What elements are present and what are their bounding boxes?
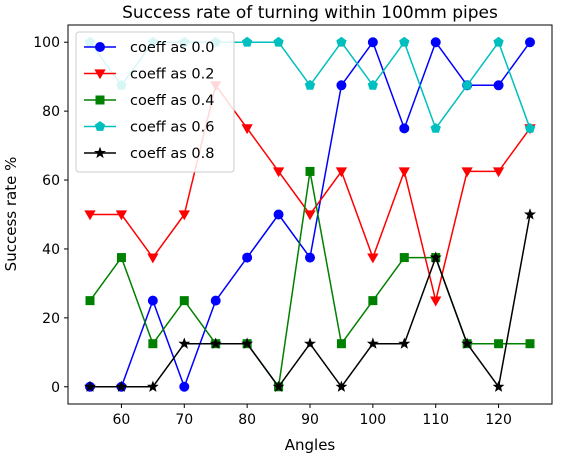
series-line bbox=[89, 170, 530, 388]
data-point bbox=[178, 337, 191, 349]
legend-label: coeff as 0.0 bbox=[130, 40, 214, 56]
data-point bbox=[85, 296, 95, 306]
y-tick-label: 20 bbox=[42, 311, 60, 327]
data-point bbox=[304, 210, 316, 221]
data-point bbox=[492, 167, 505, 178]
legend-entry: coeff as 0.6 bbox=[84, 120, 214, 136]
data-point bbox=[115, 210, 128, 221]
data-point bbox=[398, 167, 410, 178]
x-tick-label: 90 bbox=[301, 412, 319, 428]
series-4 bbox=[84, 208, 537, 392]
data-point bbox=[524, 122, 536, 133]
data-point bbox=[399, 36, 410, 47]
x-tick-label: 110 bbox=[422, 412, 449, 428]
data-point bbox=[366, 337, 379, 349]
data-point bbox=[273, 209, 284, 220]
legend-entry: coeff as 0.4 bbox=[84, 93, 214, 109]
x-tick-label: 60 bbox=[113, 412, 131, 428]
x-tick-label: 70 bbox=[175, 412, 193, 428]
data-point bbox=[367, 253, 379, 264]
legend-marker bbox=[93, 146, 107, 159]
data-point bbox=[84, 210, 96, 221]
legend-marker bbox=[95, 95, 105, 105]
data-point bbox=[525, 37, 535, 48]
data-point bbox=[399, 123, 410, 134]
data-point bbox=[179, 381, 190, 392]
data-point bbox=[84, 380, 96, 392]
data-point bbox=[209, 337, 222, 349]
legend-marker bbox=[94, 69, 106, 80]
data-point bbox=[336, 36, 347, 47]
legend-label: coeff as 0.2 bbox=[130, 67, 214, 83]
data-point bbox=[336, 339, 346, 349]
data-point bbox=[525, 339, 535, 349]
data-point bbox=[304, 79, 316, 90]
x-tick-label: 100 bbox=[359, 412, 386, 428]
data-point bbox=[178, 210, 190, 221]
data-point bbox=[305, 166, 315, 176]
data-point bbox=[493, 80, 504, 91]
y-axis-label: Success rate % bbox=[2, 157, 20, 272]
data-point bbox=[147, 253, 159, 264]
data-point bbox=[147, 295, 158, 306]
data-point bbox=[398, 337, 411, 349]
legend-marker bbox=[95, 42, 105, 52]
legend-marker bbox=[94, 121, 106, 131]
x-tick-label: 120 bbox=[485, 412, 512, 428]
data-point bbox=[335, 167, 348, 178]
data-point bbox=[148, 339, 158, 349]
data-point bbox=[493, 36, 504, 47]
data-point bbox=[523, 208, 537, 220]
legend-box bbox=[75, 31, 235, 173]
data-point bbox=[272, 167, 285, 178]
data-point bbox=[430, 122, 441, 133]
series-2 bbox=[85, 166, 535, 392]
data-point bbox=[461, 337, 474, 349]
data-point bbox=[241, 124, 253, 135]
x-axis: 60 70 80 90 100 110 120 bbox=[113, 404, 512, 428]
data-point bbox=[272, 380, 285, 392]
data-point bbox=[335, 380, 348, 392]
data-point bbox=[429, 251, 442, 263]
data-point bbox=[430, 37, 441, 48]
data-point bbox=[492, 380, 505, 392]
data-point bbox=[336, 80, 347, 91]
chart-title: Success rate of turning within 100mm pip… bbox=[122, 3, 498, 23]
data-point bbox=[368, 296, 378, 306]
data-point bbox=[367, 37, 378, 48]
legend-label: coeff as 0.6 bbox=[130, 120, 214, 136]
legend-entry: coeff as 0.0 bbox=[84, 40, 214, 56]
data-point bbox=[210, 295, 221, 306]
data-point bbox=[303, 337, 317, 349]
data-point bbox=[399, 253, 409, 263]
y-axis: 0 20 40 60 80 100 bbox=[33, 35, 68, 396]
legend-entry: coeff as 0.2 bbox=[84, 67, 214, 83]
y-tick-label: 40 bbox=[42, 242, 60, 258]
data-point bbox=[462, 79, 473, 90]
legend: coeff as 0.0 coeff as 0.2 coeff as 0.4 coef… bbox=[75, 31, 235, 173]
data-point bbox=[241, 337, 254, 349]
x-axis-label: Angles bbox=[285, 436, 336, 454]
legend-entry: coeff as 0.8 bbox=[84, 146, 214, 162]
y-tick-label: 0 bbox=[51, 380, 60, 396]
legend-label: coeff as 0.4 bbox=[130, 93, 214, 109]
data-point bbox=[430, 296, 442, 307]
y-tick-label: 100 bbox=[33, 35, 60, 51]
y-tick-label: 60 bbox=[42, 173, 60, 189]
data-point bbox=[494, 339, 504, 349]
y-tick-label: 80 bbox=[42, 104, 60, 120]
data-point bbox=[305, 252, 315, 263]
data-point bbox=[146, 380, 159, 392]
data-point bbox=[461, 167, 473, 178]
data-point bbox=[242, 252, 253, 263]
x-tick-label: 80 bbox=[238, 412, 256, 428]
data-point bbox=[116, 253, 126, 263]
data-point bbox=[242, 36, 253, 47]
data-point bbox=[367, 79, 378, 90]
data-point bbox=[179, 296, 189, 306]
data-point bbox=[115, 380, 128, 392]
data-point bbox=[273, 36, 284, 47]
legend-label: coeff as 0.8 bbox=[130, 146, 214, 162]
